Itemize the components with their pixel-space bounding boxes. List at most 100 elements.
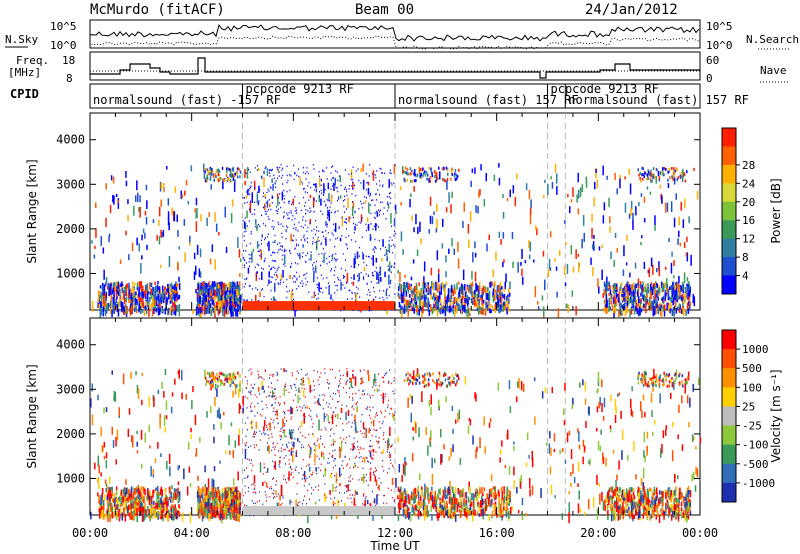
echo-cell <box>669 286 671 291</box>
echo-dot <box>339 239 341 241</box>
echo-dot <box>250 185 252 187</box>
echo-cell <box>412 303 415 311</box>
echo-cell <box>256 241 259 249</box>
echo-cell <box>237 237 239 248</box>
echo-cell <box>111 426 113 435</box>
echo-cell <box>125 180 128 187</box>
echo-cell <box>127 506 129 514</box>
echo-cell <box>213 491 216 497</box>
echo-cell <box>647 270 650 274</box>
echo-dot <box>310 187 312 189</box>
echo-cell <box>267 467 269 473</box>
echo-cell <box>613 283 616 288</box>
echo-cell <box>312 197 315 207</box>
echo-cell <box>697 378 700 386</box>
echo-cell <box>261 380 263 389</box>
echo-cell <box>572 266 575 273</box>
echo-cell <box>231 289 233 295</box>
echo-cell <box>164 493 167 498</box>
echo-cell <box>308 379 310 385</box>
echo-cell <box>354 421 357 432</box>
echo-cell <box>131 242 134 252</box>
echo-cell <box>280 485 283 496</box>
echo-cell <box>369 471 372 482</box>
echo-cell <box>97 295 100 303</box>
echo-cell <box>122 293 125 301</box>
echo-cell <box>116 514 118 521</box>
echo-cell <box>110 494 113 498</box>
echo-dot <box>283 195 285 197</box>
echo-cell <box>134 282 136 286</box>
echo-dot <box>255 287 257 289</box>
echo-cell <box>169 308 171 316</box>
echo-cell <box>141 493 144 499</box>
echo-cell <box>130 486 133 494</box>
echo-cell <box>207 309 209 313</box>
echo-cell <box>174 186 177 193</box>
echo-cell <box>187 200 189 205</box>
echo-cell <box>90 398 92 408</box>
echo-cell <box>292 198 295 206</box>
echo-cell <box>411 215 413 221</box>
echo-cell <box>135 371 137 376</box>
echo-cell <box>568 502 570 514</box>
echo-dot <box>317 286 318 289</box>
echo-cell <box>666 302 668 310</box>
echo-cell <box>176 283 178 288</box>
echo-cell <box>141 372 143 377</box>
echo-cell <box>492 288 495 295</box>
echo-dot <box>313 184 315 186</box>
echo-dot <box>263 295 265 298</box>
echo-dot <box>273 228 274 230</box>
echo-cell <box>312 433 315 437</box>
echo-cell <box>247 189 249 196</box>
echo-dot <box>390 271 392 273</box>
echo-dot <box>279 248 281 250</box>
echo-cell <box>478 286 481 292</box>
echo-cell <box>641 166 643 170</box>
echo-dot <box>357 280 359 282</box>
echo-cell <box>682 174 685 178</box>
echo-cell <box>609 289 612 298</box>
echo-dot <box>359 277 361 280</box>
echo-cell <box>420 306 423 312</box>
echo-cell <box>447 172 449 176</box>
echo-cell <box>213 178 215 182</box>
echo-cell <box>198 290 200 298</box>
echo-dot <box>322 170 324 172</box>
echo-cell <box>109 493 112 500</box>
echo-dot <box>283 250 285 252</box>
echo-dot <box>367 226 369 229</box>
echo-dot <box>327 282 329 285</box>
echo-dot <box>270 276 272 278</box>
echo-cell <box>407 494 410 500</box>
echo-dot <box>308 172 310 175</box>
echo-cell <box>676 282 679 289</box>
echo-cell <box>413 227 415 233</box>
echo-cell <box>108 505 111 512</box>
echo-dot <box>272 276 274 279</box>
echo-dot <box>246 262 247 264</box>
echo-cell <box>232 168 235 172</box>
echo-cell <box>131 302 134 307</box>
echo-cell <box>108 490 110 499</box>
echo-cell <box>271 390 274 398</box>
echo-dot <box>335 238 337 240</box>
echo-dot <box>313 228 315 231</box>
echo-cell <box>197 293 199 298</box>
echo-cell <box>671 167 673 170</box>
echo-dot <box>334 257 336 260</box>
echo-cell <box>493 287 496 293</box>
echo-cell <box>97 394 99 401</box>
echo-dot <box>338 196 339 198</box>
echo-cell <box>682 219 685 229</box>
echo-cell <box>435 174 437 178</box>
echo-dot <box>275 209 277 212</box>
echo-cell <box>368 429 370 434</box>
echo-dot <box>354 253 356 255</box>
echo-cell <box>129 294 131 299</box>
echo-cell <box>521 249 523 259</box>
echo-cell <box>575 249 577 260</box>
echo-cell <box>671 292 674 298</box>
echo-cell <box>338 467 341 477</box>
